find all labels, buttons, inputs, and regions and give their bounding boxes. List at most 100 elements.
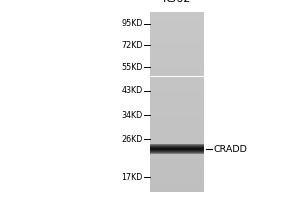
Bar (150, 87, 204, 88)
Bar (150, 96, 204, 98)
Bar (150, 69, 204, 71)
Bar (150, 93, 204, 95)
Bar (150, 28, 204, 30)
Bar (150, 122, 204, 123)
Bar (150, 81, 204, 83)
Bar (150, 64, 204, 66)
Bar (150, 165, 204, 166)
Bar (150, 77, 204, 78)
Bar (150, 14, 204, 15)
Bar (150, 160, 204, 162)
Bar (150, 75, 204, 76)
Bar (150, 89, 204, 90)
Bar (150, 177, 204, 179)
Bar (150, 110, 204, 111)
Bar (150, 52, 204, 54)
Bar (150, 138, 204, 140)
Bar (150, 31, 204, 33)
Bar (150, 111, 204, 112)
Bar (150, 45, 204, 46)
Bar (150, 131, 204, 132)
Bar (150, 140, 204, 141)
Bar (150, 55, 204, 57)
Text: 17KD: 17KD (121, 172, 142, 182)
Bar (150, 66, 204, 68)
Bar (150, 44, 204, 45)
Bar (150, 159, 204, 160)
Bar (150, 39, 204, 40)
Bar (150, 42, 204, 44)
Bar (150, 21, 204, 22)
Bar (150, 40, 204, 42)
Bar (150, 147, 204, 148)
Bar (150, 90, 204, 92)
Bar (150, 34, 204, 36)
Bar (150, 141, 204, 142)
Bar (150, 20, 204, 21)
Bar (150, 99, 204, 101)
Bar (150, 124, 204, 126)
Bar (150, 146, 204, 147)
Bar (150, 117, 204, 118)
Text: 43KD: 43KD (121, 86, 142, 95)
Bar (150, 105, 204, 107)
Bar (150, 62, 204, 63)
Bar (150, 92, 204, 93)
Bar (150, 36, 204, 38)
Bar (150, 48, 204, 49)
Bar (150, 80, 204, 81)
Text: K562: K562 (163, 0, 191, 4)
Bar (150, 38, 204, 39)
Bar (150, 27, 204, 28)
Bar (150, 189, 204, 190)
Bar (150, 148, 204, 150)
Bar (150, 182, 204, 183)
Bar (150, 134, 204, 135)
Bar (150, 116, 204, 117)
Bar (150, 174, 204, 176)
Text: 72KD: 72KD (121, 40, 142, 49)
Bar (150, 15, 204, 17)
Bar (150, 74, 204, 75)
Bar (150, 126, 204, 128)
Bar (150, 18, 204, 20)
Bar (150, 101, 204, 102)
Bar (150, 17, 204, 18)
Bar (150, 164, 204, 165)
Bar (150, 68, 204, 69)
Bar (150, 84, 204, 86)
Bar (150, 180, 204, 182)
Bar (150, 95, 204, 96)
Bar (150, 12, 204, 14)
Bar (150, 142, 204, 144)
Bar (150, 114, 204, 116)
Bar (150, 176, 204, 177)
Bar (150, 104, 204, 105)
Bar (150, 78, 204, 79)
Bar (150, 51, 204, 52)
Bar (150, 186, 204, 188)
Bar (150, 188, 204, 189)
Bar (150, 86, 204, 87)
Bar (150, 168, 204, 170)
Text: 95KD: 95KD (121, 20, 142, 28)
Bar (150, 120, 204, 122)
Bar (150, 98, 204, 99)
Bar (150, 46, 204, 48)
Bar (150, 128, 204, 129)
Bar (150, 106, 204, 108)
Text: CRADD: CRADD (213, 144, 247, 154)
Bar (150, 178, 204, 180)
Bar (150, 156, 204, 158)
Bar (150, 102, 204, 104)
Bar (150, 152, 204, 153)
Bar (150, 158, 204, 159)
Bar (150, 112, 204, 114)
Bar (150, 162, 204, 164)
Bar (150, 118, 204, 120)
Bar (150, 58, 204, 60)
Bar (150, 71, 204, 72)
Bar (150, 123, 204, 124)
Bar (150, 132, 204, 134)
Bar (150, 26, 204, 27)
